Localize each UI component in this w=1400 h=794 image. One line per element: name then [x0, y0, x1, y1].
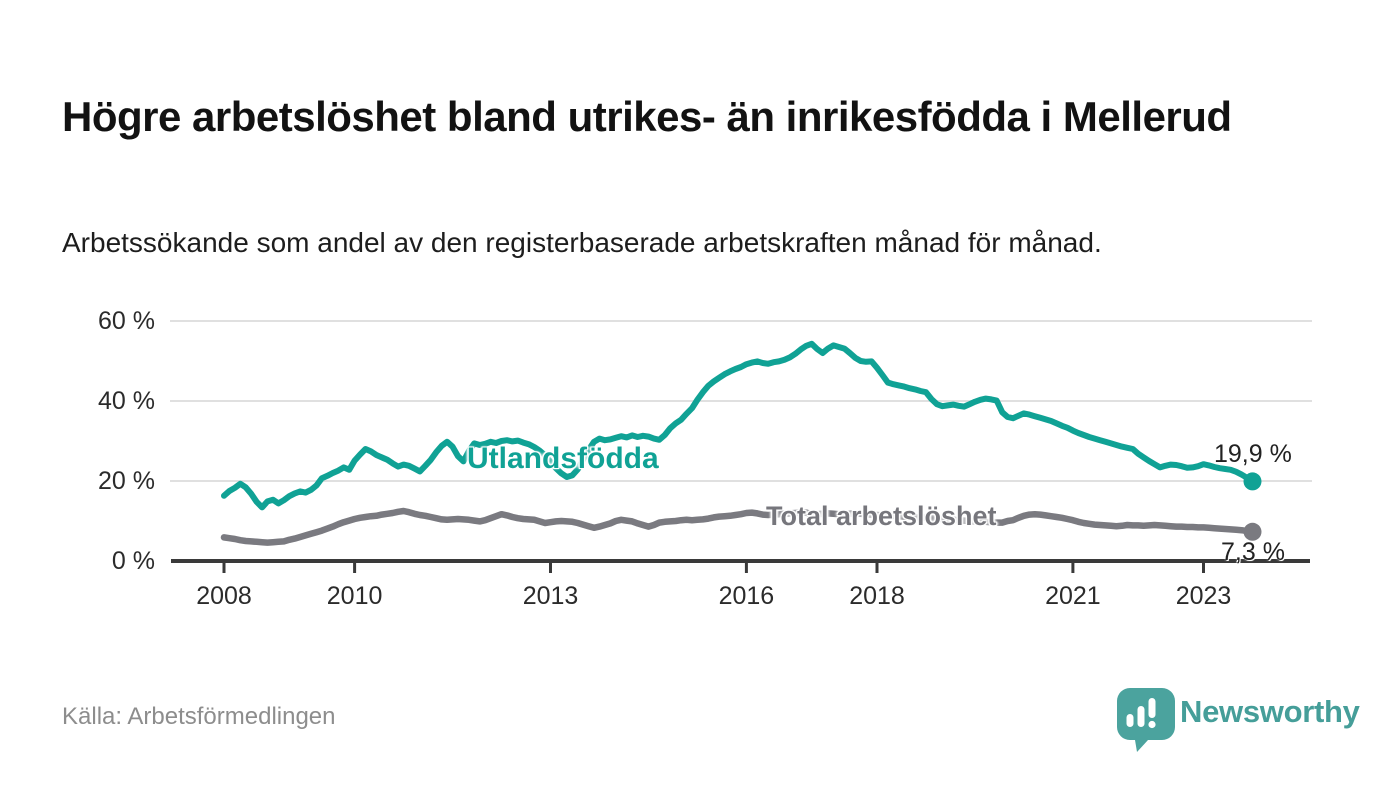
y-tick-0: 0 % [111, 547, 155, 575]
end-value-label-utlandsfodda: 19,9 % [1214, 440, 1292, 468]
x-tick-2021: 2021 [1045, 582, 1101, 610]
gridlines [170, 320, 1312, 482]
end-point-dots [1243, 472, 1262, 541]
x-tick-2010: 2010 [326, 582, 383, 610]
y-tick-40: 40 % [98, 387, 155, 415]
brand-name: Newsworthy [1180, 694, 1360, 729]
source-credit: Källa: Arbetsförmedlingen [62, 703, 336, 730]
x-tick-2023: 2023 [1175, 582, 1232, 610]
y-tick-20: 20 % [98, 467, 155, 495]
end-value-label-total: 7,3 % [1221, 538, 1285, 566]
x-tick-2018: 2018 [849, 582, 905, 610]
x-tick-2008: 2008 [196, 582, 252, 610]
page-title: Högre arbetslöshet bland utrikes- än inr… [62, 93, 1232, 141]
newsworthy-logo-icon [1117, 688, 1175, 752]
x-tick-2013: 2013 [522, 582, 579, 610]
x-tick-2016: 2016 [718, 582, 775, 610]
chart-subtitle: Arbetssökande som andel av den registerb… [62, 227, 1102, 258]
x-axis [171, 559, 1310, 573]
series-label-total-arbetsloshet: Total arbetslöshet [766, 501, 997, 531]
data-lines [220, 340, 1256, 546]
series-label-utlandsfodda: Utlandsfödda [467, 442, 659, 475]
y-tick-60: 60 % [98, 307, 155, 335]
